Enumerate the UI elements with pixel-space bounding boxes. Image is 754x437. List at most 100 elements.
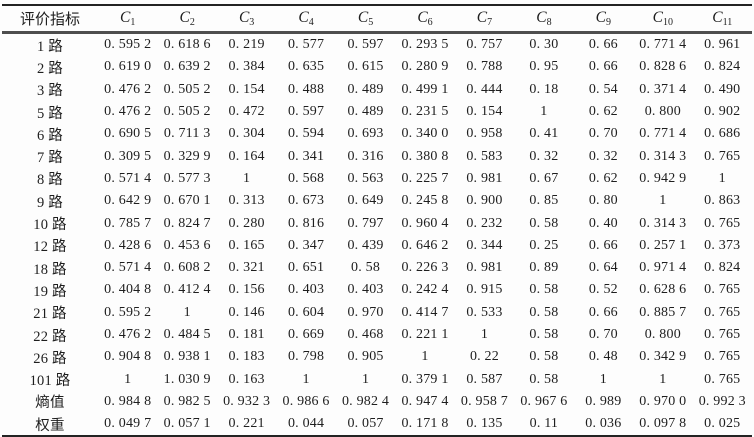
cell-value: 0. 373 [704,237,741,253]
cell-value: 0. 639 2 [163,59,211,75]
cell-value: 0. 568 [287,170,325,186]
table-body: 1 路 0. 595 2 0. 618 6 0. 219 0. 577 0. 597 0. … [2,33,752,437]
cell-value: 0. 476 2 [104,327,152,342]
table-row: 10 路 0. 785 7 0. 824 7 0. 280 0. 816 0. 797 0.… [2,212,752,234]
table-row: 7 路 0. 309 5 0. 329 9 0. 164 0. 341 0. 316 0. … [2,145,752,167]
table-row: 3 路 0. 476 2 0. 505 2 0. 154 0. 488 0. 489 0. … [2,79,752,101]
cell-value: 0. 58 [529,282,559,298]
row-label: 8 路 [37,172,63,189]
cell-value: 0. 468 [347,327,384,342]
cell-value: 0. 642 9 [104,193,152,209]
cell-value: 0. 577 [287,37,325,53]
cell-value: 0. 960 4 [401,215,449,231]
row-label: 6 路 [37,127,63,144]
row-label: 12 路 [33,239,67,256]
cell-value: 0. 628 6 [639,282,687,298]
cell-value: 0. 981 [466,260,503,276]
col-header-c6: C6 [395,5,455,34]
cell-value: 0. 221 [228,416,265,432]
cell-value: 0. 571 4 [104,260,152,276]
cell-value: 1 [718,170,726,186]
cell-value: 0. 958 7 [460,393,508,409]
cell-value: 0. 313 [228,193,265,209]
cell-value: 0. 992 3 [698,393,746,409]
col-header-c7: C7 [454,5,515,34]
cell-value: 0. 938 1 [163,349,211,365]
cell-value: 0. 505 2 [163,104,211,120]
table-row: 26 路 0. 904 8 0. 938 1 0. 183 0. 798 0. 905 1 0… [2,346,752,368]
table-row: 1 路 0. 595 2 0. 618 6 0. 219 0. 577 0. 597 0. … [2,33,752,57]
cell-value: 0. 484 5 [163,327,211,342]
col-header-c8: C8 [514,5,574,34]
cell-value: 0. 476 2 [104,104,152,120]
cell-value: 0. 444 [466,81,503,97]
cell-value: 0. 765 [704,327,741,342]
cell-value: 0. 181 [228,327,265,342]
table-row: 22 路 0. 476 2 0. 484 5 0. 181 0. 669 0. 468 0.… [2,324,752,346]
cell-value: 0. 414 7 [401,304,449,320]
cell-value: 0. 219 [228,37,265,53]
cell-value: 0. 982 5 [163,393,211,409]
cell-value: 0. 646 2 [401,237,449,253]
cell-value: 0. 403 [287,282,325,298]
cell-value: 0. 597 [347,37,384,53]
cell-value: 0. 967 6 [520,393,568,409]
cell-value: 0. 242 4 [401,282,449,298]
cell-value: 0. 314 3 [639,148,687,164]
cell-value: 0. 587 [466,371,503,387]
cell-value: 0. 225 7 [401,170,449,186]
cell-value: 0. 693 [347,126,384,142]
cell-value: 0. 340 0 [401,126,449,142]
cell-value: 0. 885 7 [639,304,687,320]
col-header-c11: C11 [692,5,752,34]
row-label: 1 路 [37,38,63,55]
cell-value: 0. 057 1 [163,416,211,432]
cell-value: 0. 341 [287,148,325,164]
cell-value: 0. 280 9 [401,59,449,75]
cell-value: 0. 563 [347,170,384,186]
row-label: 101 路 [29,373,71,390]
col-header-c1: C1 [98,5,158,34]
cell-value: 0. 533 [466,304,503,320]
cell-value: 0. 604 [287,304,325,320]
cell-value: 0. 70 [588,126,618,142]
table-row: 12 路 0. 428 6 0. 453 6 0. 165 0. 347 0. 439 0.… [2,235,752,257]
cell-value: 1 [659,193,667,209]
row-label: 19 路 [33,283,67,300]
cell-value: 0. 905 [347,349,384,365]
row-label: 7 路 [37,150,63,167]
cell-value: 0. 900 [466,193,503,209]
cell-value: 0. 765 [704,349,741,365]
cell-value: 0. 597 [287,104,325,120]
cell-value: 0. 765 [704,371,741,387]
cell-value: 0. 824 [704,260,741,276]
cell-value: 0. 797 [347,215,384,231]
cell-value: 0. 499 1 [401,81,449,97]
cell-value: 0. 970 0 [639,393,687,409]
cell-value: 0. 595 2 [104,37,152,53]
cell-value: 0. 163 [228,371,265,387]
cell-value: 0. 824 [704,59,741,75]
row-label: 18 路 [33,261,67,278]
cell-value: 0. 902 [704,104,741,120]
cell-value: 0. 057 [347,416,384,432]
table-row: 18 路 0. 571 4 0. 608 2 0. 321 0. 651 0. 58 0. … [2,257,752,279]
cell-value: 0. 165 [228,237,265,253]
cell-value: 0. 66 [588,237,618,253]
cell-value: 0. 757 [466,37,503,53]
row-label: 9 路 [37,194,63,211]
row-label: 10 路 [33,217,67,234]
cell-value: 0. 618 6 [163,37,211,53]
cell-value: 1 [540,104,548,120]
cell-value: 0. 304 [228,126,265,142]
col-header-c5: C5 [335,5,396,34]
cell-value: 0. 62 [588,170,618,186]
cell-value: 0. 986 6 [282,393,330,409]
row-label: 权重 [35,417,65,434]
cell-value: 0. 669 [287,327,325,342]
cell-value: 0. 595 2 [104,304,152,320]
cell-value: 0. 89 [529,260,559,276]
cell-value: 0. 670 1 [163,193,211,209]
cell-value: 0. 384 [228,59,265,75]
cell-value: 0. 981 [466,170,503,186]
